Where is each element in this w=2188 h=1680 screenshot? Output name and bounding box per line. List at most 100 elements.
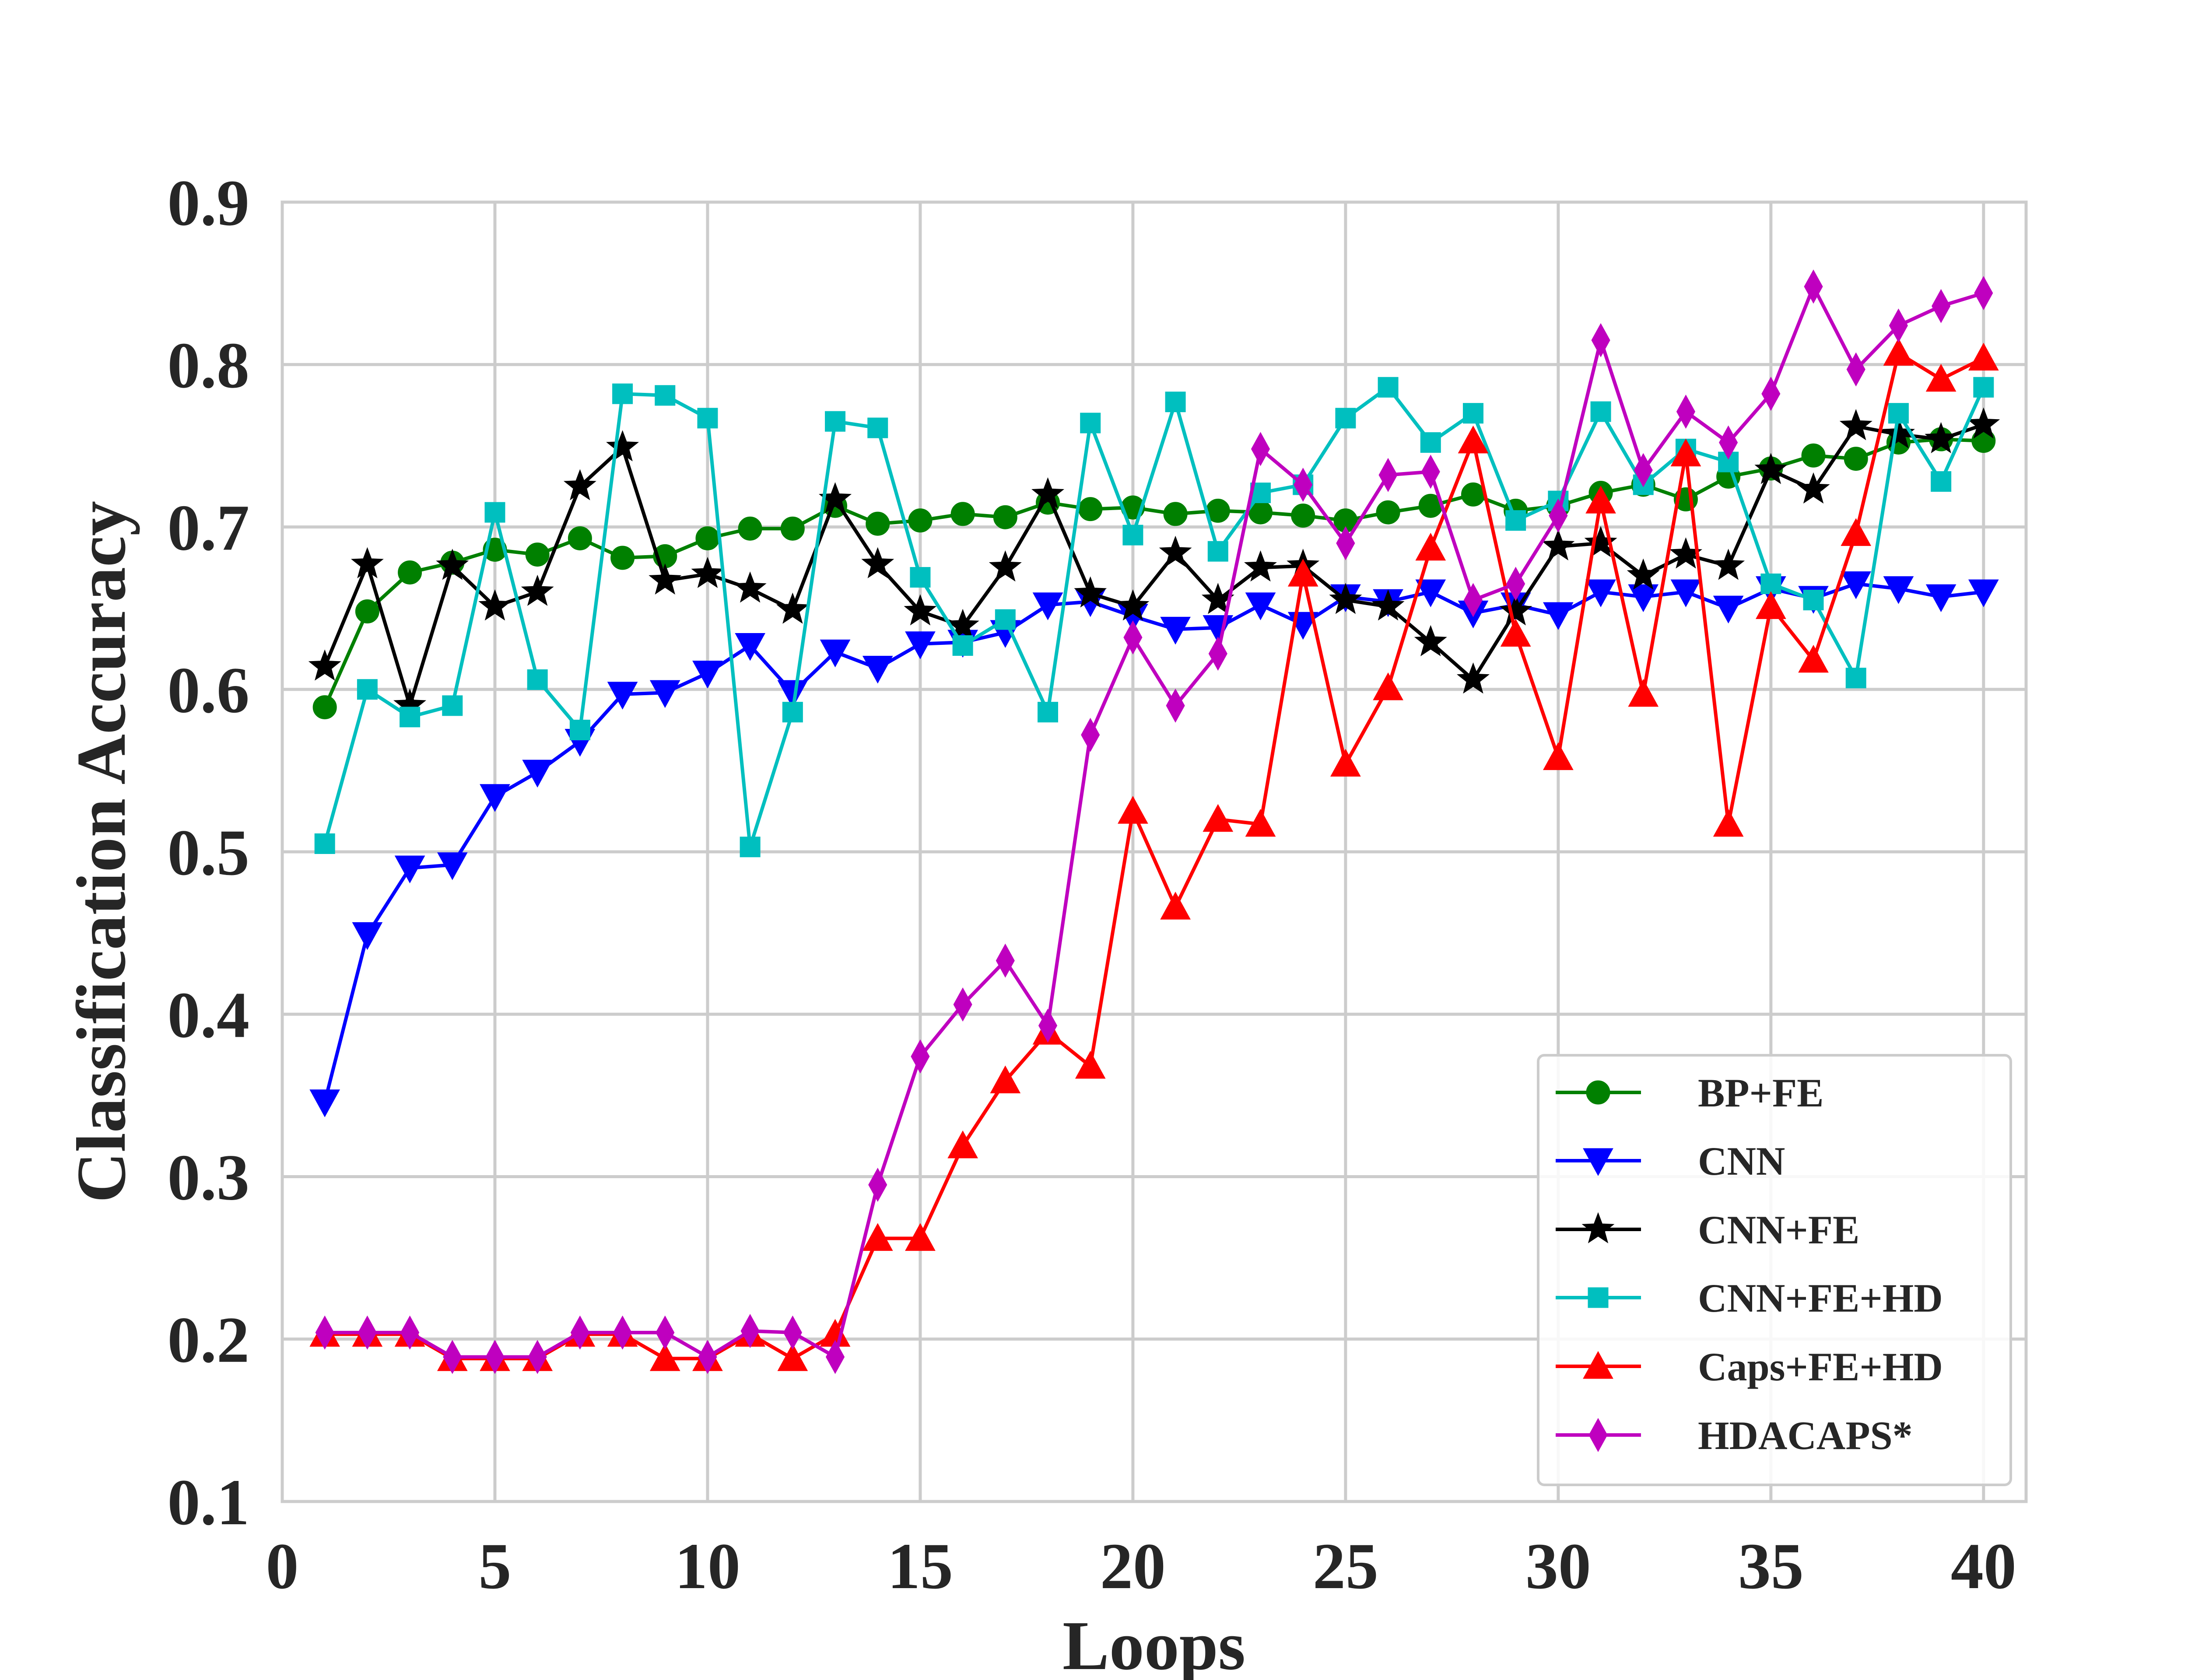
data-point	[398, 560, 422, 584]
data-point	[485, 1340, 505, 1374]
data-point	[1335, 408, 1356, 429]
data-point	[1931, 471, 1952, 492]
data-point	[656, 1315, 675, 1350]
data-point	[1968, 579, 1999, 608]
data-point	[1118, 796, 1148, 824]
data-point	[862, 655, 893, 684]
data-point	[443, 1340, 462, 1374]
data-point	[649, 563, 682, 595]
data-point	[1208, 637, 1227, 671]
x-tick-label: 25	[1313, 1530, 1378, 1603]
data-point	[1032, 592, 1063, 620]
data-point	[911, 1039, 930, 1074]
data-point	[1378, 377, 1399, 398]
data-point	[1294, 467, 1313, 502]
data-point	[400, 1315, 420, 1350]
data-point	[1116, 589, 1150, 621]
legend-label: Caps+FE+HD	[1698, 1344, 1943, 1389]
data-point	[309, 1089, 340, 1117]
data-point	[1251, 432, 1270, 466]
data-point	[1712, 549, 1745, 580]
data-point	[1122, 525, 1143, 546]
data-point	[1713, 595, 1744, 624]
data-point	[1628, 584, 1659, 612]
data-point	[312, 695, 337, 720]
data-point	[1797, 472, 1830, 504]
data-point	[740, 836, 761, 858]
data-point	[910, 567, 931, 588]
data-point	[952, 635, 973, 656]
data-point	[569, 720, 590, 741]
data-point	[437, 852, 468, 880]
data-point	[1549, 498, 1568, 533]
data-point	[1670, 579, 1701, 608]
data-point	[442, 695, 463, 716]
data-point	[862, 1223, 893, 1251]
data-point	[480, 784, 510, 812]
data-point	[1882, 417, 1915, 448]
data-point	[1754, 453, 1788, 484]
data-point	[1245, 592, 1276, 620]
data-point	[522, 760, 553, 788]
data-point	[950, 502, 975, 526]
data-point	[357, 679, 378, 700]
data-point	[1415, 532, 1446, 561]
y-tick-label: 0.8	[168, 329, 250, 402]
data-point	[1500, 619, 1531, 647]
data-point	[691, 556, 724, 588]
data-point	[1844, 447, 1868, 471]
series-hdacaps	[315, 270, 1993, 1374]
data-point	[1798, 644, 1829, 673]
data-point	[1846, 352, 1865, 387]
data-point	[1925, 422, 1958, 453]
data-point	[1889, 308, 1908, 343]
x-tick-label: 10	[675, 1530, 740, 1603]
series-line	[323, 423, 1985, 707]
data-point	[905, 631, 936, 659]
data-point	[400, 707, 421, 728]
data-point	[861, 547, 894, 578]
y-tick-label: 0.5	[168, 816, 250, 889]
data-point	[1463, 583, 1483, 617]
x-tick-label: 20	[1100, 1530, 1166, 1603]
data-point	[1378, 458, 1398, 492]
data-point	[1123, 620, 1143, 654]
y-tick-label: 0.4	[168, 979, 250, 1051]
y-tick-label: 0.2	[168, 1304, 250, 1376]
data-point	[989, 550, 1022, 582]
data-point	[527, 669, 548, 690]
data-point	[351, 547, 384, 578]
data-point	[740, 1314, 760, 1348]
data-point	[1160, 892, 1191, 920]
data-point	[867, 417, 888, 438]
data-point	[352, 922, 383, 950]
data-point	[478, 589, 512, 621]
data-point	[1376, 500, 1400, 525]
data-point	[358, 1315, 377, 1350]
y-axis-title: Classification Accuracy	[62, 501, 140, 1203]
data-point	[1203, 804, 1234, 832]
data-point	[993, 505, 1017, 529]
data-point	[1414, 625, 1447, 656]
data-point	[1420, 432, 1441, 453]
data-point	[953, 987, 972, 1022]
data-point	[1627, 558, 1660, 590]
legend-marker	[1583, 1351, 1613, 1379]
data-point	[484, 502, 505, 523]
data-point	[528, 1340, 547, 1374]
data-point	[1291, 504, 1315, 528]
data-point	[735, 633, 765, 661]
legend-marker	[1583, 1148, 1613, 1176]
data-point	[905, 1223, 936, 1251]
legend-label: CNN+FE+HD	[1698, 1276, 1943, 1320]
data-point	[607, 682, 638, 710]
data-point	[990, 1065, 1021, 1093]
data-point	[866, 511, 890, 536]
data-point	[1166, 688, 1185, 723]
data-point	[947, 1130, 978, 1158]
x-tick-label: 40	[1951, 1530, 2016, 1603]
data-point	[1080, 413, 1101, 434]
data-point	[698, 1340, 717, 1374]
data-point	[1841, 571, 1872, 599]
data-point	[1038, 702, 1059, 723]
